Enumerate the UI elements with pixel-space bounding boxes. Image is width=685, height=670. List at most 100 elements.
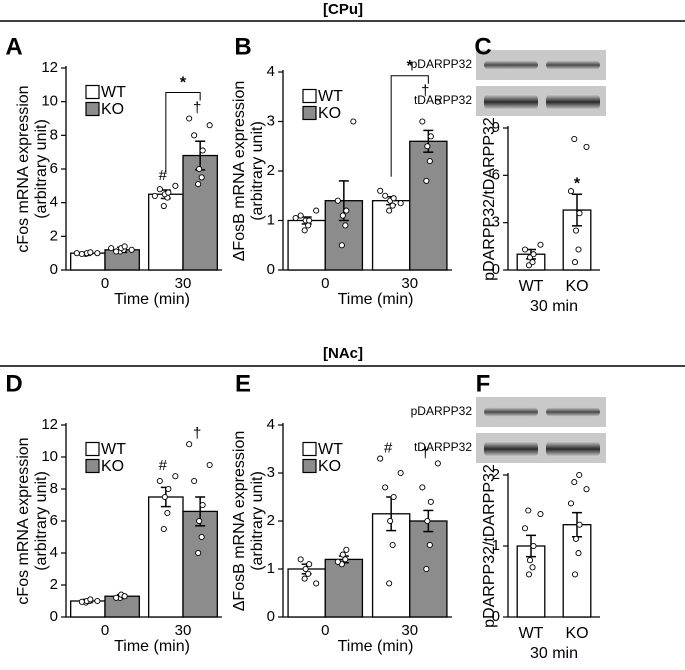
data-point bbox=[382, 484, 389, 491]
data-point bbox=[160, 525, 167, 533]
data-point bbox=[297, 212, 304, 219]
section-title: [NAc] bbox=[323, 345, 363, 362]
annotation: # bbox=[384, 440, 393, 457]
y-tick-label: 3 bbox=[267, 464, 275, 481]
y-tick-label: 4 bbox=[267, 63, 275, 80]
data-point bbox=[297, 556, 304, 563]
data-point bbox=[206, 122, 213, 129]
bar bbox=[182, 154, 218, 271]
x-tick-label: KO bbox=[565, 625, 588, 642]
data-point bbox=[583, 486, 590, 493]
data-point bbox=[306, 561, 313, 568]
data-point bbox=[571, 259, 579, 266]
y-axis-label: pDARPP32/tDARPP32 bbox=[481, 117, 498, 281]
y-tick-label: 12 bbox=[41, 59, 58, 76]
data-point bbox=[426, 541, 433, 549]
data-point bbox=[583, 143, 590, 150]
legend-label: WT bbox=[101, 84, 126, 101]
y-tick-label: 6 bbox=[492, 166, 500, 183]
data-point bbox=[87, 596, 94, 603]
legend-swatch bbox=[302, 458, 317, 474]
x-tick-label: 0 bbox=[101, 622, 109, 639]
legend-swatch bbox=[85, 101, 100, 117]
data-point bbox=[121, 243, 128, 250]
data-point bbox=[301, 227, 308, 234]
data-point bbox=[313, 580, 320, 587]
y-tick-label: 4 bbox=[50, 194, 58, 211]
significance-bracket bbox=[390, 75, 429, 177]
data-point bbox=[386, 207, 393, 214]
data-point bbox=[525, 507, 532, 514]
data-point bbox=[537, 510, 544, 518]
y-tick-label: 3 bbox=[267, 112, 275, 129]
data-point bbox=[530, 542, 537, 550]
data-point bbox=[94, 250, 101, 257]
x-axis-label: 30 min bbox=[530, 645, 578, 662]
blot-label: tDARPP32 bbox=[414, 440, 472, 454]
data-point bbox=[576, 521, 583, 528]
data-point bbox=[397, 469, 404, 477]
data-point bbox=[419, 484, 426, 491]
y-tick-label: 2 bbox=[492, 466, 500, 483]
blot-band bbox=[484, 60, 538, 70]
data-point bbox=[424, 143, 431, 150]
data-point bbox=[423, 177, 430, 184]
panel-label: A bbox=[5, 33, 22, 60]
data-point bbox=[128, 246, 135, 253]
x-tick-label: 30 bbox=[175, 622, 192, 639]
y-tick-label: 6 bbox=[50, 512, 58, 529]
data-point bbox=[206, 461, 213, 469]
y-axis-label: (arbitrary unit) bbox=[249, 121, 266, 221]
annotation: † bbox=[193, 425, 201, 442]
data-point bbox=[390, 493, 397, 501]
data-point bbox=[423, 565, 430, 573]
data-point bbox=[387, 517, 394, 525]
data-point bbox=[191, 477, 198, 485]
data-point bbox=[165, 189, 172, 196]
data-point bbox=[339, 212, 346, 219]
data-point bbox=[338, 242, 345, 249]
data-point bbox=[306, 217, 313, 224]
y-tick-label: 3 bbox=[492, 214, 500, 231]
data-point bbox=[526, 557, 534, 564]
y-tick-label: 0 bbox=[50, 608, 58, 625]
data-point bbox=[426, 158, 433, 165]
data-point bbox=[191, 132, 198, 139]
legend-label: WT bbox=[318, 441, 343, 458]
data-point bbox=[195, 549, 202, 557]
data-point bbox=[575, 550, 582, 557]
x-axis-label: Time (min) bbox=[338, 638, 414, 655]
blot-band bbox=[546, 60, 600, 70]
data-point bbox=[342, 556, 349, 563]
y-tick-label: 10 bbox=[41, 448, 58, 465]
y-tick-label: 1 bbox=[267, 560, 275, 577]
data-point bbox=[302, 565, 309, 573]
data-point bbox=[419, 118, 426, 125]
data-point bbox=[571, 571, 579, 578]
data-point bbox=[576, 471, 583, 479]
blot-band bbox=[546, 407, 600, 417]
y-axis-label: ΔFosB mRNA expression bbox=[231, 431, 248, 612]
data-point bbox=[427, 498, 434, 505]
blot-band bbox=[546, 94, 600, 110]
y-tick-label: 0 bbox=[50, 261, 58, 278]
significance-label: * bbox=[180, 75, 187, 92]
x-tick-label: 0 bbox=[101, 275, 109, 292]
data-point bbox=[198, 533, 205, 541]
annotation: # bbox=[159, 167, 168, 184]
data-point bbox=[343, 207, 350, 214]
data-point bbox=[121, 593, 128, 600]
x-axis-label: Time (min) bbox=[114, 638, 190, 655]
panel-label: E bbox=[235, 370, 251, 397]
x-axis-label: 30 min bbox=[530, 298, 578, 315]
data-point bbox=[164, 509, 171, 517]
x-tick-label: WT bbox=[519, 278, 544, 295]
data-point bbox=[424, 517, 431, 525]
data-point bbox=[160, 202, 167, 210]
y-tick-label: 1 bbox=[267, 211, 275, 228]
data-point bbox=[198, 174, 205, 181]
annotation: † bbox=[421, 444, 429, 461]
y-tick-label: 2 bbox=[267, 162, 275, 179]
y-tick-label: 10 bbox=[41, 93, 58, 110]
data-point bbox=[165, 485, 172, 493]
